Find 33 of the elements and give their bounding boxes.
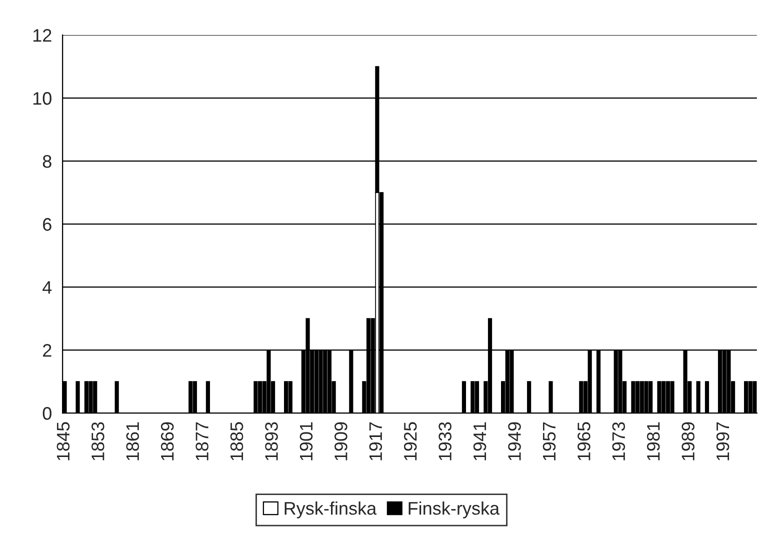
legend-label: Finsk-ryska xyxy=(408,502,500,518)
x-tick-label: 1965 xyxy=(578,422,590,460)
x-tick-label: 1941 xyxy=(473,422,486,460)
y-tick-label: 12 xyxy=(33,29,52,42)
x-tick-label: 1949 xyxy=(508,422,521,460)
bar xyxy=(88,381,93,414)
x-tick-label: 1997 xyxy=(716,422,730,460)
x-tick-label: 1917 xyxy=(369,422,382,460)
x-tick-label: 1925 xyxy=(404,422,417,460)
x-tick-label: 1973 xyxy=(612,422,626,460)
legend-label: Rysk-finska xyxy=(284,502,377,518)
bar xyxy=(306,318,310,414)
x-tick-label: 1981 xyxy=(646,422,660,460)
x-tick-label: 1885 xyxy=(230,422,244,460)
bar xyxy=(318,350,323,414)
x-tick-label: 1869 xyxy=(160,422,174,460)
x-tick-label: 1933 xyxy=(438,422,452,460)
x-tick-label: 1989 xyxy=(682,422,694,460)
y-tick-label: 2 xyxy=(43,344,52,357)
y-tick-label: 6 xyxy=(43,218,52,231)
x-tick-label: 1909 xyxy=(334,422,348,460)
y-tick-label: 10 xyxy=(33,92,52,105)
bar xyxy=(644,381,648,414)
y-tick-label: 8 xyxy=(42,155,52,168)
y-tick-label: 0 xyxy=(42,407,52,420)
x-tick-label: 1853 xyxy=(92,422,104,460)
x-tick-label: 1845 xyxy=(56,422,70,460)
y-tick-label: 4 xyxy=(42,281,52,294)
x-tick-label: 1957 xyxy=(542,422,556,460)
x-tick-label: 1861 xyxy=(126,422,140,460)
x-tick-label: 1877 xyxy=(196,422,208,460)
x-tick-label: 1901 xyxy=(300,422,313,460)
x-tick-label: 1893 xyxy=(265,422,278,460)
